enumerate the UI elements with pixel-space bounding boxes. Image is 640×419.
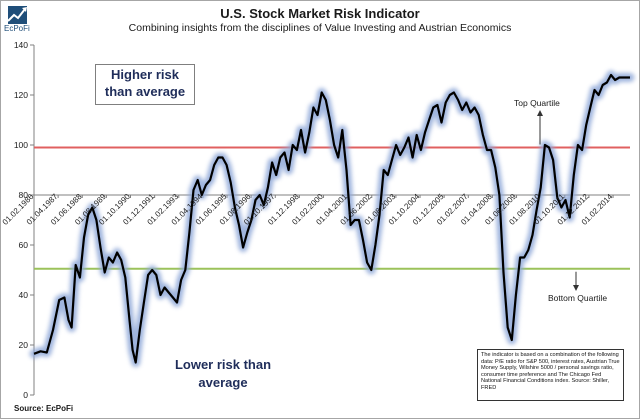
chart-subtitle: Combining insights from the disciplines … (128, 22, 512, 34)
logo-arrow-mark (22, 7, 27, 12)
logo-trend-mark (7, 8, 26, 22)
logo-square (8, 6, 27, 24)
bottom-quartile-label: Bottom Quartile (548, 293, 608, 303)
y-tick-label: 100 (14, 140, 28, 150)
ecpofi-logo (7, 6, 27, 24)
y-tick-label: 20 (19, 340, 29, 350)
lower-risk-label: Lower risk than average (174, 357, 272, 390)
higher-risk-label: Higher risk than average (95, 64, 195, 105)
y-tick-label: 140 (14, 40, 28, 50)
y-tick-label: 0 (23, 390, 28, 400)
chart-title: U.S. Stock Market Risk Indicator (220, 6, 420, 21)
bottom-quartile-arrowhead (573, 285, 579, 291)
methodology-note: The indicator is based on a combination … (477, 349, 624, 401)
y-tick-label: 60 (19, 240, 29, 250)
quartile-arrows (537, 110, 579, 291)
logo-text: EcPoFi (4, 24, 30, 33)
y-tick-label: 40 (19, 290, 29, 300)
source-label: Source: EcPoFi (14, 404, 74, 413)
series-line (33, 73, 630, 364)
top-quartile-label: Top Quartile (514, 98, 560, 108)
y-tick-labels: 0 20 40 60 80 100 120 140 (14, 40, 28, 400)
y-tick-label: 120 (14, 90, 28, 100)
axes-group (30, 44, 630, 396)
series-group (29, 70, 635, 367)
top-quartile-arrowhead (537, 110, 543, 116)
y-tick-label: 80 (19, 190, 29, 200)
